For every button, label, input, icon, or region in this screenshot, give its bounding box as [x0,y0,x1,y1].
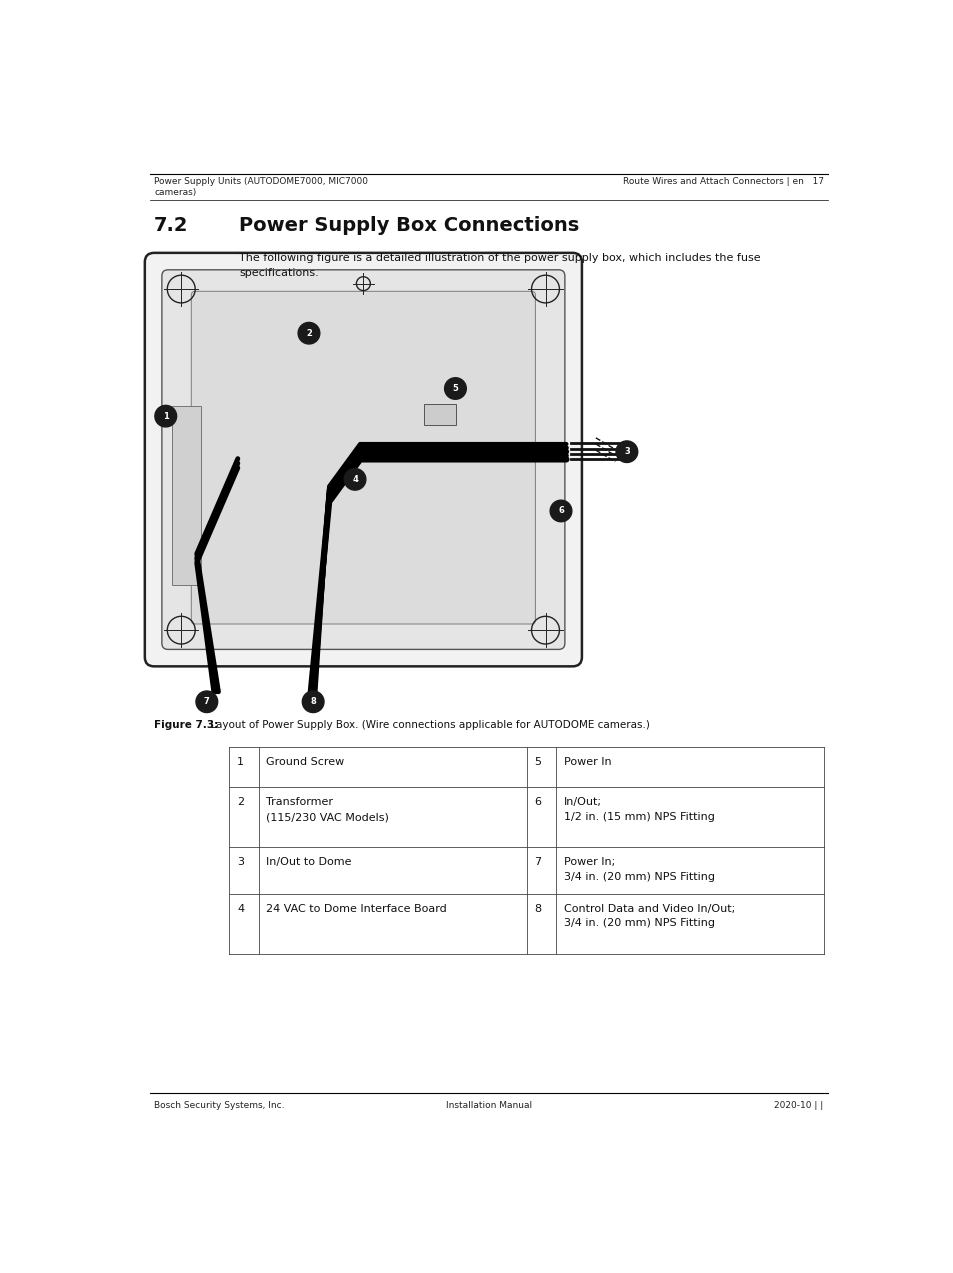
Text: Power Supply Box Connections: Power Supply Box Connections [239,216,579,236]
Circle shape [154,405,176,426]
Circle shape [616,440,637,462]
Text: 6: 6 [534,797,540,807]
Text: 6: 6 [558,507,563,516]
Text: 1: 1 [236,757,244,768]
Text: 8: 8 [310,698,315,707]
Text: Control Data and Video In/Out;
3/4 in. (20 mm) NPS Fitting: Control Data and Video In/Out; 3/4 in. (… [563,904,734,928]
Text: Power Supply Units (AUTODOME7000, MIC7000
cameras): Power Supply Units (AUTODOME7000, MIC700… [154,177,368,197]
Text: 1: 1 [163,411,169,420]
Text: 5: 5 [534,757,540,768]
FancyBboxPatch shape [145,253,581,666]
Text: Figure 7.3:: Figure 7.3: [154,721,218,731]
Bar [423,404,456,425]
Circle shape [302,691,324,713]
Circle shape [550,500,571,522]
Text: The following figure is a detailed illustration of the power supply box, which i: The following figure is a detailed illus… [239,253,760,279]
Bar [172,406,201,584]
Circle shape [444,378,466,400]
Text: 7: 7 [204,698,210,707]
Text: Bosch Security Systems, Inc.: Bosch Security Systems, Inc. [154,1101,284,1110]
Text: Installation Manual: Installation Manual [445,1101,532,1110]
Text: 3: 3 [623,447,629,456]
Text: 7: 7 [534,857,540,867]
Text: 2020-10 | |: 2020-10 | | [774,1101,822,1110]
Text: Power In;
3/4 in. (20 mm) NPS Fitting: Power In; 3/4 in. (20 mm) NPS Fitting [563,857,714,882]
Text: Route Wires and Attach Connectors | en   17: Route Wires and Attach Connectors | en 1… [622,177,822,186]
Text: Ground Screw: Ground Screw [266,757,344,768]
Text: 3: 3 [236,857,244,867]
Text: Transformer
(115/230 VAC Models): Transformer (115/230 VAC Models) [266,797,389,822]
Circle shape [297,322,319,344]
Text: Layout of Power Supply Box. (Wire connections applicable for AUTODOME cameras.): Layout of Power Supply Box. (Wire connec… [207,721,649,731]
Text: 4: 4 [352,475,357,484]
Text: 2: 2 [306,328,312,337]
Text: In/Out to Dome: In/Out to Dome [266,857,352,867]
Text: 4: 4 [236,904,244,914]
FancyBboxPatch shape [162,270,564,649]
Circle shape [195,691,217,713]
Text: 8: 8 [534,904,540,914]
Text: In/Out;
1/2 in. (15 mm) NPS Fitting: In/Out; 1/2 in. (15 mm) NPS Fitting [563,797,714,822]
Text: 5: 5 [452,384,457,393]
Circle shape [344,468,365,490]
Text: Power In: Power In [563,757,611,768]
Text: 7.2: 7.2 [154,216,189,236]
Text: 24 VAC to Dome Interface Board: 24 VAC to Dome Interface Board [266,904,447,914]
Text: 2: 2 [236,797,244,807]
FancyBboxPatch shape [192,292,535,624]
